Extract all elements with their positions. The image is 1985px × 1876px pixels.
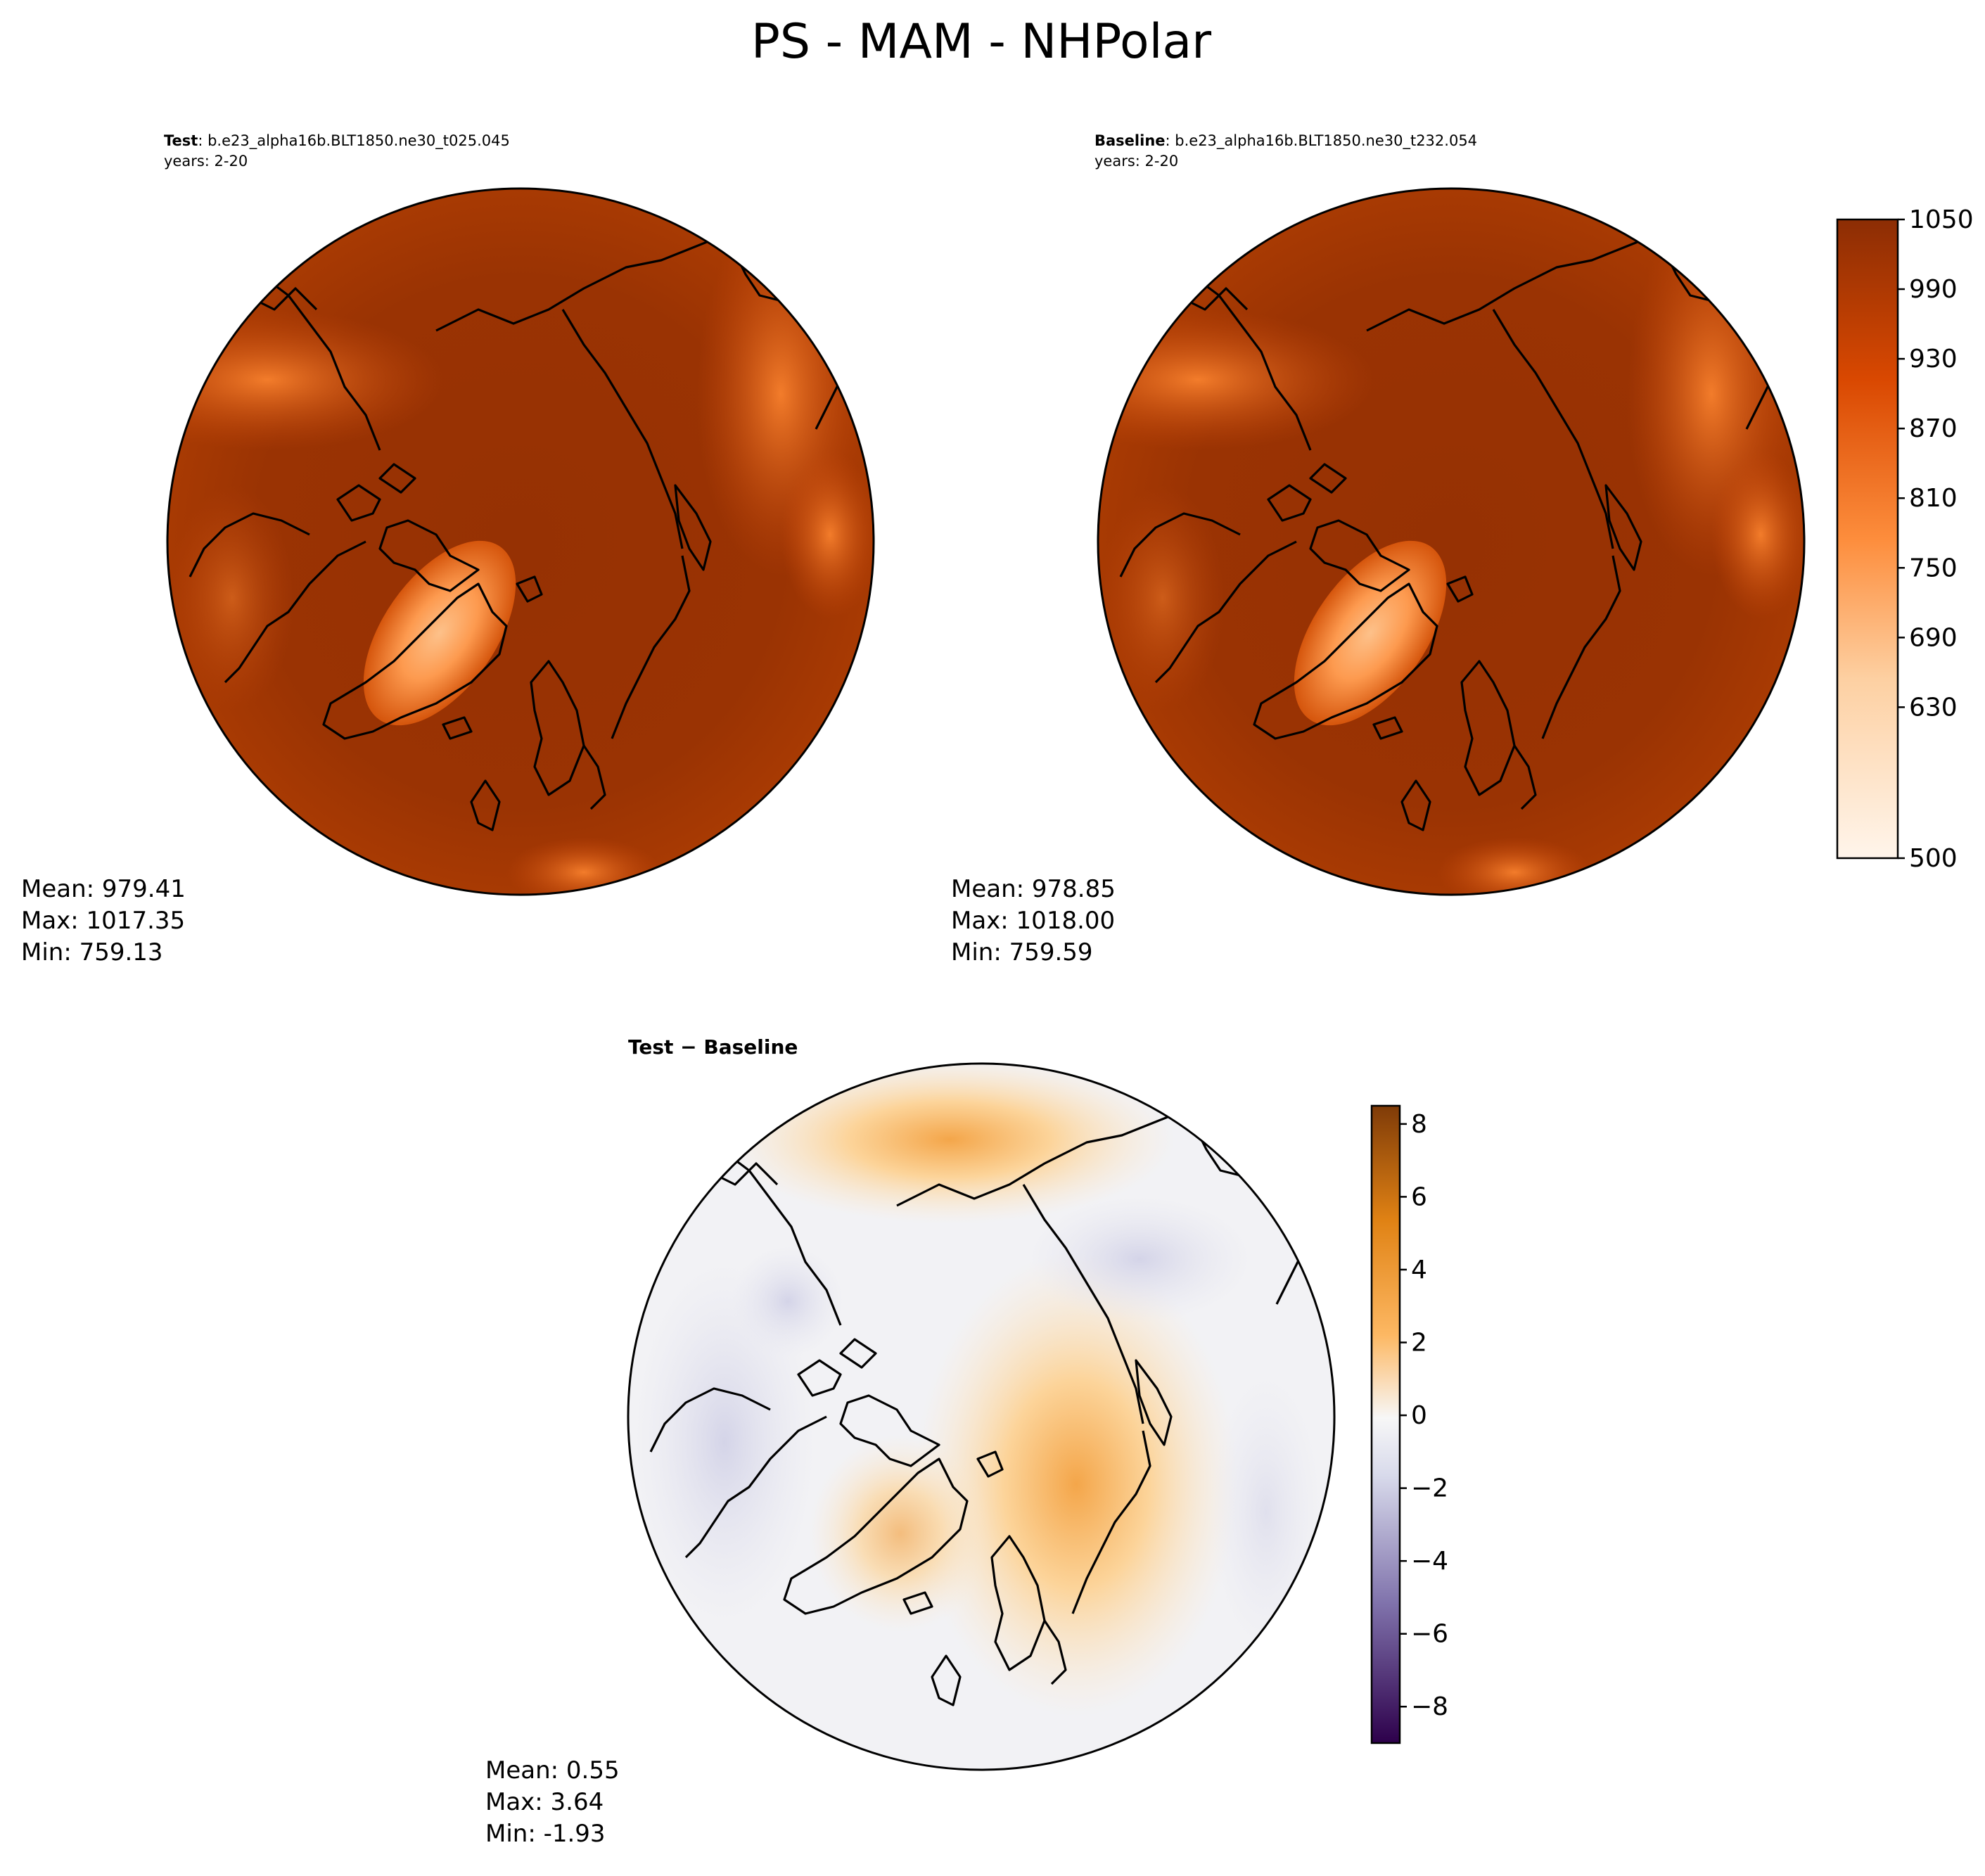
panel-test-min: Min: 759.13: [21, 938, 163, 966]
colorbar-tick-label: −6: [1411, 1620, 1448, 1649]
figure-title: PS - MAM - NHPolar: [751, 14, 1211, 70]
panel-diff-mean: Mean: 0.55: [485, 1756, 620, 1785]
colorbar-tick-label: −2: [1411, 1474, 1448, 1503]
colorbar-diff-ticks: −8 −6 −4 −2 0 2 4 6 8: [1400, 1110, 1448, 1721]
panel-diff-max: Max: 3.64: [485, 1788, 604, 1816]
colorbar-tick-label: 4: [1411, 1256, 1427, 1284]
colorbar-tick-label: 810: [1909, 484, 1958, 513]
panel-diff-min: Min: -1.93: [485, 1820, 606, 1848]
colorbar-abs: 500 630 690 750 810 870 930 990 1050: [1836, 205, 1974, 873]
colorbar-abs-ticks: 500 630 690 750 810 870 930 990 1050: [1898, 205, 1974, 873]
colorbar-tick-label: 500: [1909, 844, 1958, 873]
colorbar-tick-label: −4: [1411, 1547, 1448, 1576]
panel-baseline-max: Max: 1018.00: [951, 907, 1115, 935]
panel-diff-map: [628, 1064, 1334, 1770]
colorbar-diff-bar: [1370, 1104, 1401, 1744]
panel-test-mean: Mean: 979.41: [21, 875, 186, 903]
colorbar-diff: −8 −6 −4 −2 0 2 4 6 8: [1370, 1104, 1448, 1744]
colorbar-tick-label: 870: [1909, 414, 1958, 443]
panel-test-years: years: 2-20: [164, 153, 248, 170]
colorbar-tick-label: −8: [1411, 1692, 1448, 1721]
colorbar-tick-label: 1050: [1909, 205, 1974, 234]
panel-baseline: Baseline: b.e23_alpha16b.BLT1850.ne30_t2…: [951, 132, 1806, 966]
panel-diff-label: Test − Baseline: [628, 1035, 798, 1059]
colorbar-tick-label: 990: [1909, 275, 1958, 304]
colorbar-tick-label: 8: [1411, 1110, 1427, 1139]
panel-baseline-years: years: 2-20: [1094, 153, 1178, 170]
colorbar-abs-bar: [1836, 218, 1899, 860]
panel-baseline-mean: Mean: 978.85: [951, 875, 1116, 903]
panel-test: Test: b.e23_alpha16b.BLT1850.ne30_t025.0…: [21, 132, 875, 966]
panel-diff: Test − Baseline Mean: 0.55 Max: 3.64 Min…: [485, 1035, 1336, 1848]
colorbar-tick-label: 750: [1909, 554, 1958, 582]
panel-test-max: Max: 1017.35: [21, 907, 185, 935]
colorbar-tick-label: 930: [1909, 345, 1958, 374]
colorbar-tick-label: 6: [1411, 1182, 1427, 1211]
panel-test-label: Test: b.e23_alpha16b.BLT1850.ne30_t025.0…: [164, 132, 510, 150]
panel-baseline-label: Baseline: b.e23_alpha16b.BLT1850.ne30_t2…: [1094, 132, 1477, 150]
colorbar-tick-label: 690: [1909, 623, 1958, 652]
panel-baseline-min: Min: 759.59: [951, 938, 1093, 966]
colorbar-tick-label: 2: [1411, 1329, 1427, 1358]
colorbar-tick-label: 630: [1909, 693, 1958, 722]
colorbar-tick-label: 0: [1411, 1401, 1427, 1430]
